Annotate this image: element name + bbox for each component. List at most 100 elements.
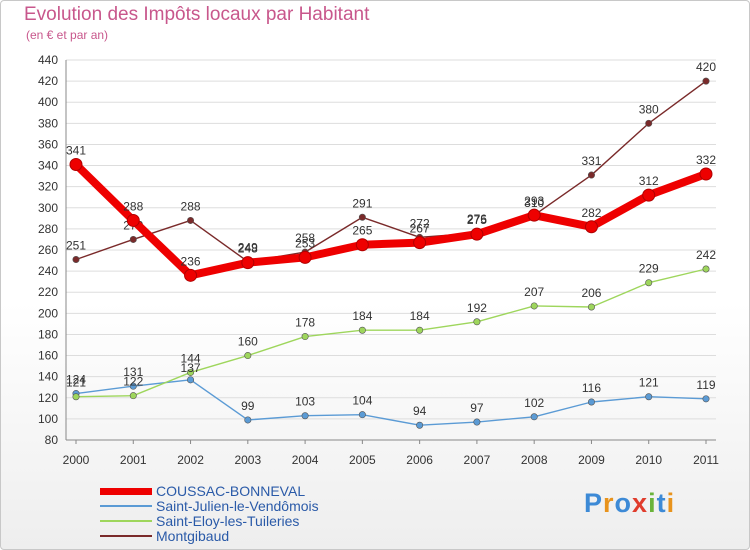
legend-label-montgibaud: Montgibaud — [156, 528, 230, 544]
data-point-saint_eloy — [358, 326, 366, 334]
data-label-saint_eloy: 178 — [295, 316, 315, 330]
data-point-coussac — [355, 238, 369, 252]
data-label-saint_eloy: 184 — [410, 309, 430, 323]
data-label-saint_julien: 121 — [639, 376, 659, 390]
y-tick-label: 320 — [38, 180, 58, 194]
data-label-coussac: 282 — [581, 206, 601, 220]
data-point-saint_eloy — [702, 265, 710, 273]
legend-swatch-saint-julien — [100, 505, 152, 507]
y-tick-label: 100 — [38, 412, 58, 426]
data-label-montgibaud: 380 — [639, 102, 659, 116]
data-point-coussac — [642, 188, 656, 202]
data-point-coussac — [699, 167, 713, 181]
series-line-coussac — [72, 160, 710, 280]
chart-subtitle: (en € et par an) — [26, 28, 109, 42]
data-label-saint_eloy: 122 — [123, 375, 143, 389]
data-label-montgibaud: 251 — [66, 239, 86, 253]
data-label-coussac: 275 — [467, 213, 487, 227]
series-line-saint_julien — [75, 379, 707, 426]
y-tick-label: 300 — [38, 201, 58, 215]
data-label-coussac: 332 — [696, 153, 716, 167]
y-tick-label: 380 — [38, 116, 58, 130]
x-tick-label: 2002 — [177, 453, 204, 467]
series-line-saint_eloy — [75, 268, 707, 398]
data-point-coussac — [413, 236, 427, 250]
y-tick-label: 280 — [38, 222, 58, 236]
data-point-coussac — [298, 250, 312, 264]
data-point-montgibaud — [645, 119, 653, 127]
data-label-coussac: 312 — [639, 174, 659, 188]
y-tick-label: 260 — [38, 243, 58, 257]
y-tick-label: 440 — [38, 53, 58, 67]
line-chart: 80 100 120 140 160 180 200 220 240 260 280 300 320 34… — [38, 53, 719, 467]
data-point-coussac — [184, 268, 198, 282]
legend-label-saint-eloy: Saint-Eloy-les-Tuileries — [156, 513, 300, 529]
legend-swatch-montgibaud — [100, 535, 152, 537]
data-point-coussac — [126, 213, 140, 227]
data-point-saint_julien — [416, 421, 424, 429]
data-point-montgibaud — [129, 235, 137, 243]
x-tick-label: 2009 — [578, 453, 605, 467]
x-tick-label: 2005 — [349, 453, 376, 467]
data-point-coussac — [69, 158, 83, 171]
data-label-montgibaud: 288 — [181, 199, 201, 213]
x-tick-label: 2003 — [234, 453, 261, 467]
x-tick-label: 2008 — [521, 453, 548, 467]
data-point-saint_eloy — [473, 318, 481, 326]
data-label-saint_julien: 104 — [352, 394, 372, 408]
legend-swatch-saint-eloy — [100, 520, 152, 522]
data-label-coussac: 236 — [181, 254, 201, 268]
data-label-montgibaud: 258 — [295, 231, 315, 245]
data-label-saint_eloy: 207 — [524, 285, 544, 299]
x-tick-label: 2004 — [292, 453, 319, 467]
data-point-coussac — [584, 220, 598, 234]
data-point-saint_julien — [530, 413, 538, 421]
y-tick-label: 400 — [38, 95, 58, 109]
x-tick-label: 2000 — [63, 453, 90, 467]
y-tick-label: 80 — [45, 433, 59, 447]
y-tick-label: 200 — [38, 306, 58, 320]
data-point-coussac — [241, 256, 255, 270]
data-point-montgibaud — [587, 171, 595, 179]
data-point-montgibaud — [358, 213, 366, 221]
y-tick-label: 140 — [38, 370, 58, 384]
data-point-saint_eloy — [244, 352, 252, 360]
data-label-coussac: 288 — [123, 199, 143, 213]
data-point-saint_julien — [587, 398, 595, 406]
data-point-saint_eloy — [645, 279, 653, 287]
data-label-coussac: 341 — [66, 144, 86, 158]
data-label-saint_julien: 131 — [123, 365, 143, 379]
legend-label-saint-julien: Saint-Julien-le-Vendômois — [156, 498, 319, 514]
data-point-coussac — [527, 208, 541, 222]
data-point-saint_eloy — [587, 303, 595, 311]
y-tick-label: 360 — [38, 137, 58, 151]
data-label-coussac: 267 — [410, 222, 430, 236]
data-label-saint_eloy: 160 — [238, 335, 258, 349]
data-label-saint_julien: 94 — [413, 404, 427, 418]
data-label-saint_eloy: 144 — [181, 351, 201, 365]
data-label-saint_julien: 119 — [696, 378, 715, 392]
y-tick-label: 120 — [38, 391, 58, 405]
y-tick-label: 340 — [38, 159, 58, 173]
data-label-extra: 310 — [524, 196, 544, 210]
data-point-saint_eloy — [530, 302, 538, 310]
data-label-coussac: 265 — [352, 224, 372, 238]
data-point-saint_eloy — [72, 393, 80, 401]
legend-label-coussac: COUSSAC-BONNEVAL — [156, 483, 306, 499]
data-point-montgibaud — [187, 216, 195, 224]
y-tick-label: 240 — [38, 264, 58, 278]
data-point-saint_julien — [187, 376, 195, 384]
data-point-saint_julien — [645, 393, 653, 401]
data-label-saint_julien: 103 — [295, 395, 315, 409]
y-tick-label: 420 — [38, 74, 58, 88]
data-label-montgibaud: 276 — [467, 212, 487, 226]
data-label-montgibaud: 291 — [352, 196, 372, 210]
y-tick-label: 160 — [38, 349, 58, 363]
data-point-montgibaud — [702, 77, 710, 85]
data-label-coussac: 293 — [524, 194, 544, 208]
data-point-saint_julien — [473, 418, 481, 426]
data-label-saint_julien: 102 — [524, 396, 544, 410]
x-tick-label: 2007 — [464, 453, 491, 467]
data-label-extra: 137 — [181, 361, 201, 375]
